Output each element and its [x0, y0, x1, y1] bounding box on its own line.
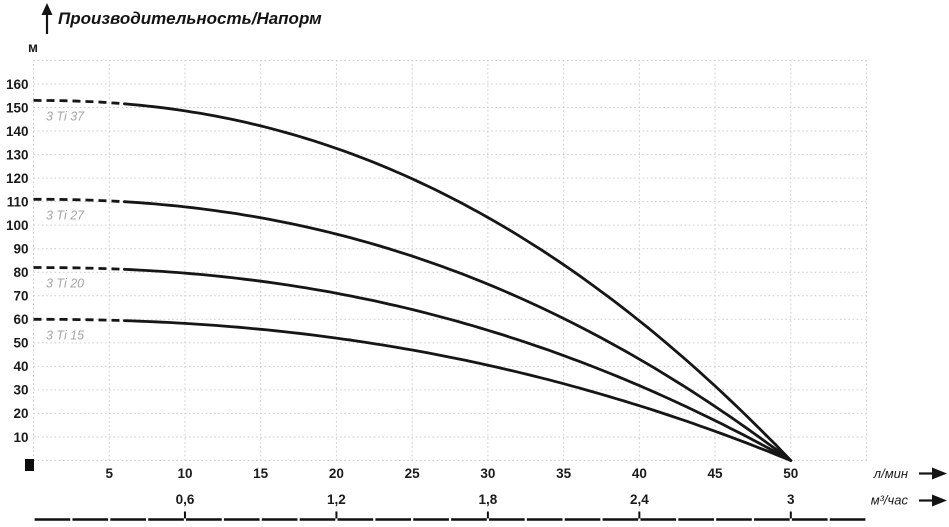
x-tick-label-lpm: 10 — [177, 466, 192, 481]
x-tick-label-lpm: 40 — [632, 466, 647, 481]
pump-curve-dashed-lead — [33, 197, 125, 204]
secondary-axis-ruler — [34, 511, 866, 521]
y-tick-label: 50 — [13, 336, 28, 351]
m3h-right-arrow-icon — [919, 494, 947, 507]
y-tick-label: 20 — [13, 406, 28, 421]
y-tick-label: 130 — [6, 147, 29, 162]
y-tick-label: 30 — [13, 383, 28, 398]
series-labels: 3 Ti 37 3 Ti 27 3 Ti 20 3 Ti 15 — [46, 109, 85, 342]
y-tick-label: 100 — [6, 218, 29, 233]
x-tick-label-lpm: 15 — [253, 466, 269, 481]
chart-title: Производительность/Напорм — [58, 9, 322, 28]
y-tick-label: 150 — [6, 100, 29, 115]
x-tick-label-m3h: 1,2 — [327, 492, 346, 507]
y-axis-tick-labels: 10 20 30 40 50 60 70 80 90 100 110 120 130 140 150 160 — [6, 77, 29, 445]
x-axis-m3h-tick-labels: 0,6 1,2 1,8 2,4 3 — [176, 492, 795, 507]
x-axis-unit-m3h: м³/час — [871, 493, 909, 508]
x-tick-label-m3h: 0,6 — [176, 492, 195, 507]
x-tick-label-lpm: 50 — [783, 466, 798, 481]
x-axis-unit-lpm: л/мин — [873, 466, 908, 481]
y-tick-label: 140 — [6, 124, 29, 139]
y-axis-up-arrow-icon — [41, 3, 53, 34]
y-tick-label: 120 — [6, 171, 29, 186]
lpm-right-arrow-icon — [919, 467, 947, 480]
y-tick-label: 80 — [13, 265, 28, 280]
pump-curve — [123, 200, 793, 462]
series-label: 3 Ti 20 — [46, 277, 84, 291]
x-tick-label-lpm: 30 — [480, 466, 495, 481]
x-tick-label-lpm: 5 — [105, 466, 113, 481]
x-tick-label-lpm: 25 — [405, 466, 421, 481]
y-axis-unit-label: м — [28, 40, 38, 55]
pump-curves — [33, 99, 793, 462]
y-tick-label: 10 — [13, 430, 28, 445]
y-tick-label: 70 — [13, 289, 28, 304]
x-tick-label-m3h: 2,4 — [630, 492, 649, 507]
series-label: 3 Ti 37 — [46, 109, 85, 123]
pump-curve-dashed-lead — [33, 266, 125, 271]
x-tick-label-lpm: 35 — [556, 466, 572, 481]
pump-curve-dashed-lead — [33, 99, 125, 106]
y-tick-label: 40 — [13, 359, 28, 374]
x-tick-label-lpm: 45 — [708, 466, 724, 481]
y-tick-label: 90 — [13, 242, 28, 257]
y-tick-label: 60 — [13, 312, 28, 327]
grid — [33, 59, 868, 461]
origin-marker — [25, 459, 34, 471]
pump-curve-dashed-lead — [33, 317, 125, 322]
series-label: 3 Ti 15 — [46, 328, 84, 342]
x-axis-lpm-tick-labels: 5 10 15 20 25 30 35 40 45 50 — [105, 466, 798, 481]
y-tick-label: 110 — [7, 194, 29, 209]
series-label: 3 Ti 27 — [46, 208, 85, 222]
x-tick-label-m3h: 3 — [787, 492, 795, 507]
y-tick-label: 160 — [6, 77, 29, 92]
pump-curve — [123, 319, 793, 462]
x-tick-label-lpm: 20 — [329, 466, 344, 481]
pump-curve — [123, 267, 793, 462]
pump-curve — [123, 102, 793, 462]
x-tick-label-m3h: 1,8 — [478, 492, 497, 507]
